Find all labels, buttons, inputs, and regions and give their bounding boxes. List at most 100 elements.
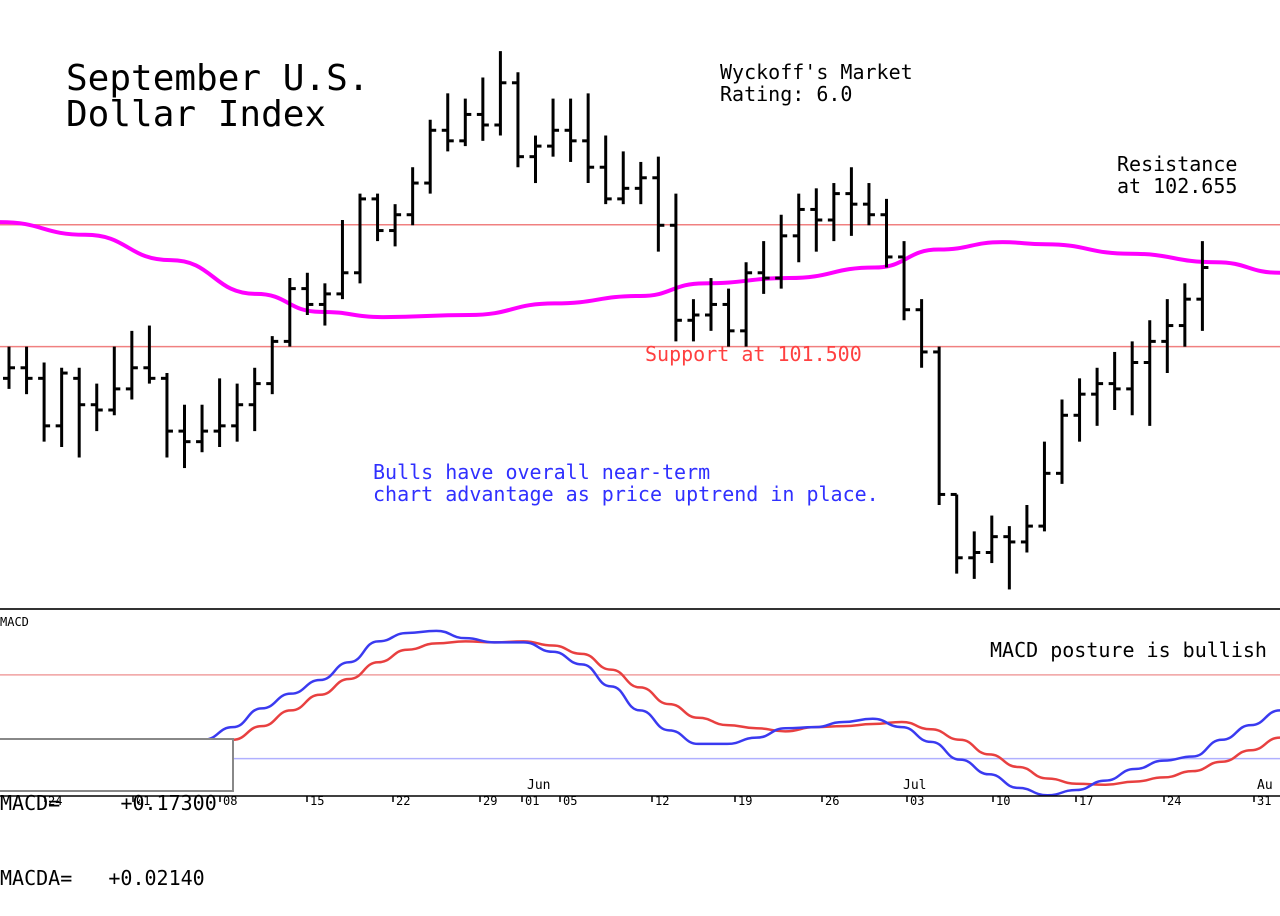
ohlc-bar [1038,441,1051,532]
x-tick-label: 22 [396,794,410,805]
ohlc-bar [266,336,279,395]
ohlc-bar [933,346,946,505]
ohlc-bar [55,367,68,447]
ohlc-bar [494,51,507,136]
ohlc-bar [441,93,454,152]
price-panel: September U.S. Dollar Index Wyckoff's Ma… [0,51,1280,590]
ohlc-bar [283,278,296,347]
ohlc-bar [90,383,103,432]
ohlc-bar [722,288,735,347]
macd-annotation: MACD posture is bullish [990,638,1267,662]
ohlc-bar [564,98,577,162]
x-tick-label: 26 [825,794,839,805]
ohlc-bar [301,272,314,315]
ohlc-bar [143,325,156,384]
ohlc-bar [1196,241,1209,331]
x-tick-label: 03 [910,794,924,805]
chart-canvas: September U.S. Dollar Index Wyckoff's Ma… [0,51,1280,805]
ohlc-bar [862,183,875,226]
ohlc-bar [705,278,717,331]
resistance-label-line-1: Resistance [1117,152,1237,176]
ohlc-bar [652,156,665,252]
chart-title-line-1: September U.S. [66,58,369,99]
macd-panel: MACD MACD posture is bullish [0,615,1280,797]
x-tick-label: 08 [223,794,237,805]
ohlc-bar [529,135,542,184]
ohlc-bar [845,167,858,236]
ohlc-bar [476,77,489,141]
ohlc-bar [687,299,700,342]
ohlc-bar [827,183,840,242]
macd-readout-box: MACD= +0.17300 MACDA= +0.02140 [0,738,234,890]
rating-line-2: Rating: 6.0 [720,82,852,106]
ohlc-bar [511,72,524,168]
ohlc-bar [1143,320,1156,426]
x-axis-ticks: 24 01 08 15 22 29 01 05 12 19 26 03 10 17 24 31 [44,794,1271,805]
x-tick-label: 24 [48,794,62,805]
ohlc-bar [968,531,981,579]
commentary-line-2: chart advantage as price uptrend in plac… [373,482,879,506]
ohlc-bar [985,515,998,564]
macda-readout-row: MACDA= +0.02140 [0,866,232,891]
ohlc-bar [1020,505,1033,553]
month-label: Jul [903,778,926,793]
ohlc-bar [915,299,928,368]
ohlc-bar [1073,378,1086,442]
month-label: Au [1257,778,1273,793]
x-tick-label: 24 [1167,794,1181,805]
ohlc-bar [547,98,560,157]
rating-line-1: Wyckoff's Market [720,60,913,84]
support-label: Support at 101.500 [645,342,862,366]
x-tick-label: 15 [310,794,324,805]
x-tick-label: 29 [483,794,497,805]
chart-title-line-2: Dollar Index [66,94,326,135]
ohlc-bar [599,135,612,205]
ohlc-bar [178,404,191,469]
ohlc-bar [406,167,419,226]
x-tick-label: 10 [996,794,1010,805]
ohlc-bar [231,383,244,442]
ohlc-bar [757,241,770,294]
ohlc-bar [213,378,226,447]
ohlc-bar [73,367,86,458]
ohlc-bar [634,161,647,205]
ohlc-bar [898,241,911,321]
ohlc-bar [775,214,788,289]
price-bars [3,51,1209,590]
macd-panel-label: MACD [0,615,29,629]
ohlc-bar [740,262,753,347]
ohlc-bar [354,193,366,284]
month-label: Jun [527,778,550,793]
ohlc-bar [196,404,209,453]
ohlc-bar [1178,283,1191,347]
x-axis: 24 01 08 15 22 29 01 05 12 19 26 03 10 17 24 31 Jun Jul… [0,778,1280,805]
macd-readout-value: +0.17300 [120,791,217,815]
ohlc-bar [38,362,51,442]
ohlc-bar [582,93,595,184]
x-tick-label: 12 [655,794,669,805]
ohlc-bar [950,492,963,574]
ohlc-bar [1161,299,1174,374]
ohlc-bar [125,330,138,400]
ohlc-bar [371,193,384,242]
ohlc-bar [389,204,402,247]
ohlc-bar [1108,351,1121,410]
moving-average-line [0,220,1280,320]
macd-readout-label: MACD= [0,791,61,815]
macd-readout-row: MACD= +0.17300 [0,791,232,816]
ohlc-bar [3,346,15,389]
ohlc-bar [459,98,472,147]
ohlc-bar [318,283,331,326]
commentary-line-1: Bulls have overall near-term [373,460,710,484]
ohlc-bar [617,151,630,205]
x-tick-label: 17 [1079,794,1093,805]
ohlc-bar [669,193,682,342]
macda-readout-value: +0.02140 [108,866,205,890]
ohlc-bar [424,119,437,194]
macd-line [0,629,1280,797]
ohlc-bar [1003,526,1016,590]
ohlc-bar [20,346,33,395]
x-tick-label: 31 [1257,794,1271,805]
x-tick-label: 05 [563,794,577,805]
ohlc-bar [810,188,823,252]
